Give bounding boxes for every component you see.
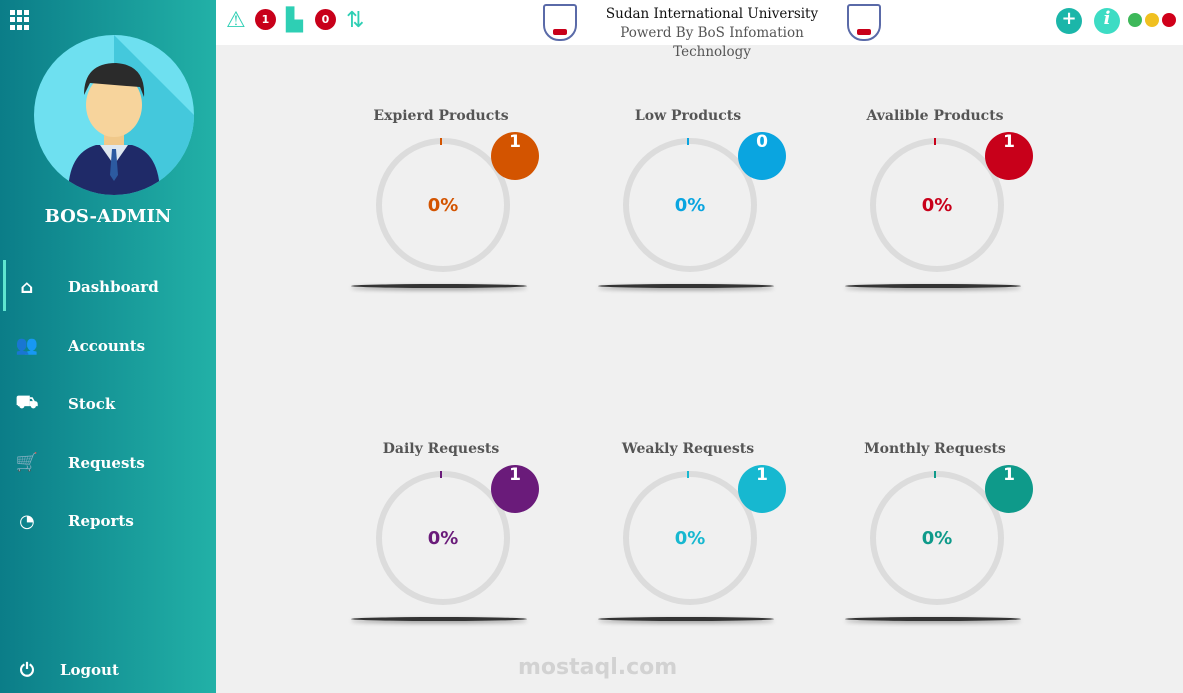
close-button[interactable] bbox=[1162, 13, 1176, 27]
hand-truck-icon: ⛟ bbox=[15, 392, 39, 414]
header-title: Sudan International University Powerd By… bbox=[592, 5, 832, 62]
university-logo-right bbox=[847, 4, 881, 41]
minimize-button[interactable] bbox=[1145, 13, 1159, 27]
sidebar-item-dashboard[interactable]: ⌂ Dashboard bbox=[0, 258, 216, 317]
app-subtitle: Powerd By BoS Infomation Technology bbox=[620, 25, 804, 60]
logout-label: Logout bbox=[60, 661, 119, 679]
apps-grid-icon[interactable] bbox=[10, 10, 30, 30]
stock-transfer-icon[interactable]: ▙ bbox=[286, 8, 303, 33]
count-badge: 1 bbox=[491, 132, 539, 180]
sidebar-item-label: Requests bbox=[68, 453, 145, 472]
logout-button[interactable]: ⏻ Logout bbox=[0, 655, 119, 685]
progress-percent: 0% bbox=[427, 195, 459, 216]
sidebar: BOS-ADMIN ⌂ Dashboard 👥 Accounts ⛟ Stock 🛒 R… bbox=[0, 0, 216, 693]
transfer-count-badge: 0 bbox=[315, 9, 336, 30]
card-title: Monthly Requests bbox=[864, 441, 1006, 457]
username: BOS-ADMIN bbox=[44, 206, 172, 227]
card-expired-products[interactable]: Expierd Products 0% 1 bbox=[341, 108, 541, 308]
sidebar-nav: ⌂ Dashboard 👥 Accounts ⛟ Stock 🛒 Requests ◔ R… bbox=[0, 258, 216, 551]
count-badge: 1 bbox=[985, 132, 1033, 180]
progress-percent: 0% bbox=[674, 528, 706, 549]
card-title: Weakly Requests bbox=[621, 441, 755, 457]
card-shadow bbox=[351, 617, 527, 621]
sidebar-item-label: Accounts bbox=[68, 336, 146, 355]
app-title: Sudan International University bbox=[605, 6, 819, 22]
progress-ring bbox=[623, 138, 757, 272]
card-monthly-requests[interactable]: Monthly Requests 0% 1 bbox=[835, 441, 1035, 641]
watermark: mostaql.com bbox=[518, 655, 678, 680]
count-badge: 0 bbox=[738, 132, 786, 180]
card-title: Avalible Products bbox=[866, 108, 1004, 124]
progress-ring bbox=[870, 138, 1004, 272]
cart-icon: 🛒 bbox=[15, 452, 39, 474]
progress-percent: 0% bbox=[921, 195, 953, 216]
card-shadow bbox=[598, 617, 774, 621]
progress-indicator bbox=[687, 138, 689, 145]
progress-indicator bbox=[440, 138, 442, 145]
card-title: Daily Requests bbox=[382, 441, 500, 457]
progress-indicator bbox=[687, 471, 689, 478]
count-badge: 1 bbox=[985, 465, 1033, 513]
alerts-count-badge: 1 bbox=[255, 9, 276, 30]
progress-percent: 0% bbox=[427, 528, 459, 549]
sidebar-item-label: Stock bbox=[68, 395, 116, 414]
progress-ring bbox=[870, 471, 1004, 605]
progress-ring bbox=[623, 471, 757, 605]
card-shadow bbox=[598, 284, 774, 288]
progress-ring bbox=[376, 138, 510, 272]
power-icon: ⏻ bbox=[19, 659, 35, 681]
sidebar-item-reports[interactable]: ◔ Reports bbox=[0, 492, 216, 551]
info-button[interactable]: i bbox=[1094, 8, 1120, 34]
card-available-products[interactable]: Avalible Products 0% 1 bbox=[835, 108, 1035, 308]
progress-percent: 0% bbox=[674, 195, 706, 216]
card-title: Expierd Products bbox=[373, 108, 509, 124]
sidebar-item-stock[interactable]: ⛟ Stock bbox=[0, 375, 216, 434]
progress-ring bbox=[376, 471, 510, 605]
sidebar-item-label: Dashboard bbox=[68, 278, 159, 297]
users-icon: 👥 bbox=[15, 335, 39, 357]
count-badge: 1 bbox=[738, 465, 786, 513]
header: ⚠ 1 ▙ 0 ⇅ Sudan International University… bbox=[216, 0, 1183, 60]
card-shadow bbox=[845, 284, 1021, 288]
card-weekly-requests[interactable]: Weakly Requests 0% 1 bbox=[588, 441, 788, 641]
progress-indicator bbox=[934, 138, 936, 145]
card-title: Low Products bbox=[634, 108, 742, 124]
card-shadow bbox=[351, 284, 527, 288]
card-daily-requests[interactable]: Daily Requests 0% 1 bbox=[341, 441, 541, 641]
progress-indicator bbox=[440, 471, 442, 478]
home-icon: ⌂ bbox=[20, 276, 34, 298]
university-logo-left bbox=[543, 4, 577, 41]
count-badge: 1 bbox=[491, 465, 539, 513]
avatar bbox=[34, 35, 194, 195]
sync-icon[interactable]: ⇅ bbox=[346, 8, 365, 33]
progress-indicator bbox=[934, 471, 936, 478]
card-low-products[interactable]: Low Products 0% 0 bbox=[588, 108, 788, 308]
card-shadow bbox=[845, 617, 1021, 621]
sidebar-item-accounts[interactable]: 👥 Accounts bbox=[0, 317, 216, 376]
sidebar-item-label: Reports bbox=[68, 512, 134, 531]
expiry-alert-icon[interactable]: ⚠ bbox=[226, 8, 246, 33]
add-button[interactable]: + bbox=[1056, 8, 1082, 34]
maximize-button[interactable] bbox=[1128, 13, 1142, 27]
sidebar-item-requests[interactable]: 🛒 Requests bbox=[0, 434, 216, 493]
pie-chart-icon: ◔ bbox=[19, 510, 35, 532]
progress-percent: 0% bbox=[921, 528, 953, 549]
